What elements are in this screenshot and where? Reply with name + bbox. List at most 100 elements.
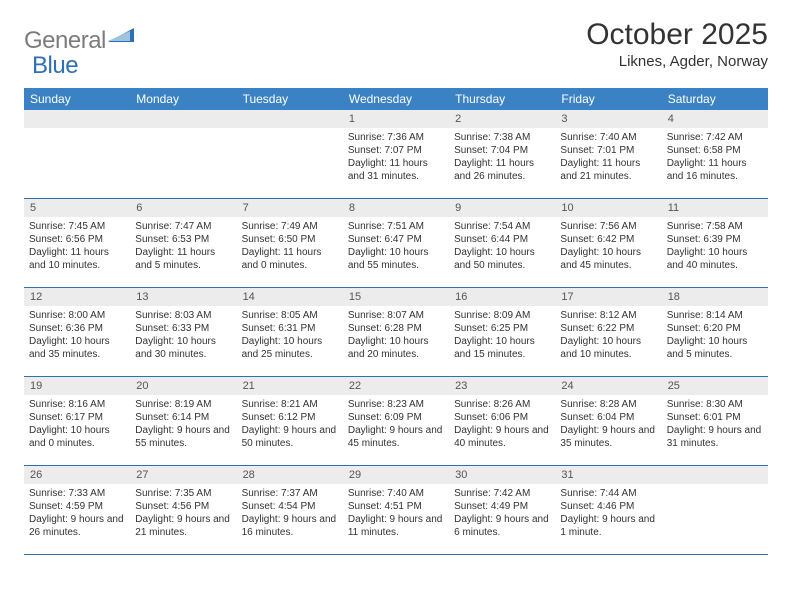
daylight-text: Daylight: 9 hours and 26 minutes. bbox=[29, 513, 125, 539]
sunset-text: Sunset: 6:39 PM bbox=[667, 233, 763, 246]
day-details: Sunrise: 8:09 AMSunset: 6:25 PMDaylight:… bbox=[449, 306, 555, 366]
sunset-text: Sunset: 6:06 PM bbox=[454, 411, 550, 424]
sunrise-text: Sunrise: 8:16 AM bbox=[29, 398, 125, 411]
col-thursday: Thursday bbox=[449, 88, 555, 110]
calendar-day-cell: 25Sunrise: 8:30 AMSunset: 6:01 PMDayligh… bbox=[662, 377, 768, 465]
sunrise-text: Sunrise: 7:54 AM bbox=[454, 220, 550, 233]
day-number: 4 bbox=[662, 110, 768, 128]
calendar-day-cell: 6Sunrise: 7:47 AMSunset: 6:53 PMDaylight… bbox=[130, 199, 236, 287]
day-number: 24 bbox=[555, 377, 661, 395]
day-details: Sunrise: 8:12 AMSunset: 6:22 PMDaylight:… bbox=[555, 306, 661, 366]
calendar-day-cell: 30Sunrise: 7:42 AMSunset: 4:49 PMDayligh… bbox=[449, 466, 555, 554]
col-wednesday: Wednesday bbox=[343, 88, 449, 110]
sunset-text: Sunset: 4:56 PM bbox=[135, 500, 231, 513]
day-number: 18 bbox=[662, 288, 768, 306]
calendar-day-cell: 7Sunrise: 7:49 AMSunset: 6:50 PMDaylight… bbox=[237, 199, 343, 287]
col-friday: Friday bbox=[555, 88, 661, 110]
day-details: Sunrise: 7:51 AMSunset: 6:47 PMDaylight:… bbox=[343, 217, 449, 277]
day-number: 20 bbox=[130, 377, 236, 395]
daylight-text: Daylight: 10 hours and 50 minutes. bbox=[454, 246, 550, 272]
sunrise-text: Sunrise: 8:23 AM bbox=[348, 398, 444, 411]
sunrise-text: Sunrise: 7:38 AM bbox=[454, 131, 550, 144]
sunrise-text: Sunrise: 7:37 AM bbox=[242, 487, 338, 500]
calendar-day-cell: 15Sunrise: 8:07 AMSunset: 6:28 PMDayligh… bbox=[343, 288, 449, 376]
sunrise-text: Sunrise: 8:21 AM bbox=[242, 398, 338, 411]
calendar-day-cell: 22Sunrise: 8:23 AMSunset: 6:09 PMDayligh… bbox=[343, 377, 449, 465]
sunrise-text: Sunrise: 7:47 AM bbox=[135, 220, 231, 233]
calendar-day-cell: 20Sunrise: 8:19 AMSunset: 6:14 PMDayligh… bbox=[130, 377, 236, 465]
calendar-day-cell: 11Sunrise: 7:58 AMSunset: 6:39 PMDayligh… bbox=[662, 199, 768, 287]
day-number: 21 bbox=[237, 377, 343, 395]
calendar-day-cell: 1Sunrise: 7:36 AMSunset: 7:07 PMDaylight… bbox=[343, 110, 449, 198]
sunset-text: Sunset: 6:20 PM bbox=[667, 322, 763, 335]
sunrise-text: Sunrise: 7:35 AM bbox=[135, 487, 231, 500]
day-details: Sunrise: 8:14 AMSunset: 6:20 PMDaylight:… bbox=[662, 306, 768, 366]
sunset-text: Sunset: 6:50 PM bbox=[242, 233, 338, 246]
sunset-text: Sunset: 6:17 PM bbox=[29, 411, 125, 424]
sunset-text: Sunset: 4:51 PM bbox=[348, 500, 444, 513]
daylight-text: Daylight: 11 hours and 31 minutes. bbox=[348, 157, 444, 183]
daylight-text: Daylight: 10 hours and 0 minutes. bbox=[29, 424, 125, 450]
calendar-day-cell: 12Sunrise: 8:00 AMSunset: 6:36 PMDayligh… bbox=[24, 288, 130, 376]
daylight-text: Daylight: 10 hours and 30 minutes. bbox=[135, 335, 231, 361]
calendar-day-cell: 26Sunrise: 7:33 AMSunset: 4:59 PMDayligh… bbox=[24, 466, 130, 554]
day-details: Sunrise: 7:36 AMSunset: 7:07 PMDaylight:… bbox=[343, 128, 449, 188]
month-title: October 2025 bbox=[586, 18, 768, 51]
day-details: Sunrise: 7:33 AMSunset: 4:59 PMDaylight:… bbox=[24, 484, 130, 544]
day-details: Sunrise: 7:42 AMSunset: 6:58 PMDaylight:… bbox=[662, 128, 768, 188]
brand-mark-icon bbox=[108, 24, 134, 47]
sunrise-text: Sunrise: 8:28 AM bbox=[560, 398, 656, 411]
day-number: 8 bbox=[343, 199, 449, 217]
sunrise-text: Sunrise: 7:33 AM bbox=[29, 487, 125, 500]
sunset-text: Sunset: 4:54 PM bbox=[242, 500, 338, 513]
day-number: 30 bbox=[449, 466, 555, 484]
daylight-text: Daylight: 10 hours and 55 minutes. bbox=[348, 246, 444, 272]
sunrise-text: Sunrise: 7:58 AM bbox=[667, 220, 763, 233]
sunset-text: Sunset: 6:22 PM bbox=[560, 322, 656, 335]
daylight-text: Daylight: 10 hours and 40 minutes. bbox=[667, 246, 763, 272]
sunrise-text: Sunrise: 8:09 AM bbox=[454, 309, 550, 322]
day-number: 16 bbox=[449, 288, 555, 306]
day-details: Sunrise: 7:42 AMSunset: 4:49 PMDaylight:… bbox=[449, 484, 555, 544]
brand-part2: Blue bbox=[32, 52, 78, 79]
day-details: Sunrise: 8:21 AMSunset: 6:12 PMDaylight:… bbox=[237, 395, 343, 455]
daylight-text: Daylight: 10 hours and 15 minutes. bbox=[454, 335, 550, 361]
sunset-text: Sunset: 6:28 PM bbox=[348, 322, 444, 335]
calendar-day-cell: 10Sunrise: 7:56 AMSunset: 6:42 PMDayligh… bbox=[555, 199, 661, 287]
day-details: Sunrise: 7:58 AMSunset: 6:39 PMDaylight:… bbox=[662, 217, 768, 277]
daylight-text: Daylight: 9 hours and 50 minutes. bbox=[242, 424, 338, 450]
daylight-text: Daylight: 11 hours and 26 minutes. bbox=[454, 157, 550, 183]
calendar-day-cell bbox=[130, 110, 236, 198]
calendar-body: 1Sunrise: 7:36 AMSunset: 7:07 PMDaylight… bbox=[24, 110, 768, 555]
day-details: Sunrise: 7:49 AMSunset: 6:50 PMDaylight:… bbox=[237, 217, 343, 277]
day-number: 29 bbox=[343, 466, 449, 484]
day-number: 2 bbox=[449, 110, 555, 128]
sunrise-text: Sunrise: 8:07 AM bbox=[348, 309, 444, 322]
day-number bbox=[237, 110, 343, 128]
sunrise-text: Sunrise: 8:19 AM bbox=[135, 398, 231, 411]
col-tuesday: Tuesday bbox=[237, 88, 343, 110]
sunset-text: Sunset: 6:44 PM bbox=[454, 233, 550, 246]
calendar-day-cell: 9Sunrise: 7:54 AMSunset: 6:44 PMDaylight… bbox=[449, 199, 555, 287]
daylight-text: Daylight: 9 hours and 40 minutes. bbox=[454, 424, 550, 450]
calendar-day-cell: 2Sunrise: 7:38 AMSunset: 7:04 PMDaylight… bbox=[449, 110, 555, 198]
sunrise-text: Sunrise: 7:45 AM bbox=[29, 220, 125, 233]
sunset-text: Sunset: 6:42 PM bbox=[560, 233, 656, 246]
sunset-text: Sunset: 6:04 PM bbox=[560, 411, 656, 424]
daylight-text: Daylight: 10 hours and 5 minutes. bbox=[667, 335, 763, 361]
daylight-text: Daylight: 9 hours and 31 minutes. bbox=[667, 424, 763, 450]
daylight-text: Daylight: 10 hours and 45 minutes. bbox=[560, 246, 656, 272]
sunrise-text: Sunrise: 8:14 AM bbox=[667, 309, 763, 322]
day-number: 22 bbox=[343, 377, 449, 395]
day-details: Sunrise: 8:16 AMSunset: 6:17 PMDaylight:… bbox=[24, 395, 130, 455]
sunrise-text: Sunrise: 7:40 AM bbox=[348, 487, 444, 500]
daylight-text: Daylight: 9 hours and 6 minutes. bbox=[454, 513, 550, 539]
sunset-text: Sunset: 6:09 PM bbox=[348, 411, 444, 424]
calendar-day-cell: 29Sunrise: 7:40 AMSunset: 4:51 PMDayligh… bbox=[343, 466, 449, 554]
sunset-text: Sunset: 6:01 PM bbox=[667, 411, 763, 424]
daylight-text: Daylight: 10 hours and 25 minutes. bbox=[242, 335, 338, 361]
day-details: Sunrise: 8:19 AMSunset: 6:14 PMDaylight:… bbox=[130, 395, 236, 455]
daylight-text: Daylight: 9 hours and 55 minutes. bbox=[135, 424, 231, 450]
sunrise-text: Sunrise: 8:03 AM bbox=[135, 309, 231, 322]
daylight-text: Daylight: 9 hours and 21 minutes. bbox=[135, 513, 231, 539]
